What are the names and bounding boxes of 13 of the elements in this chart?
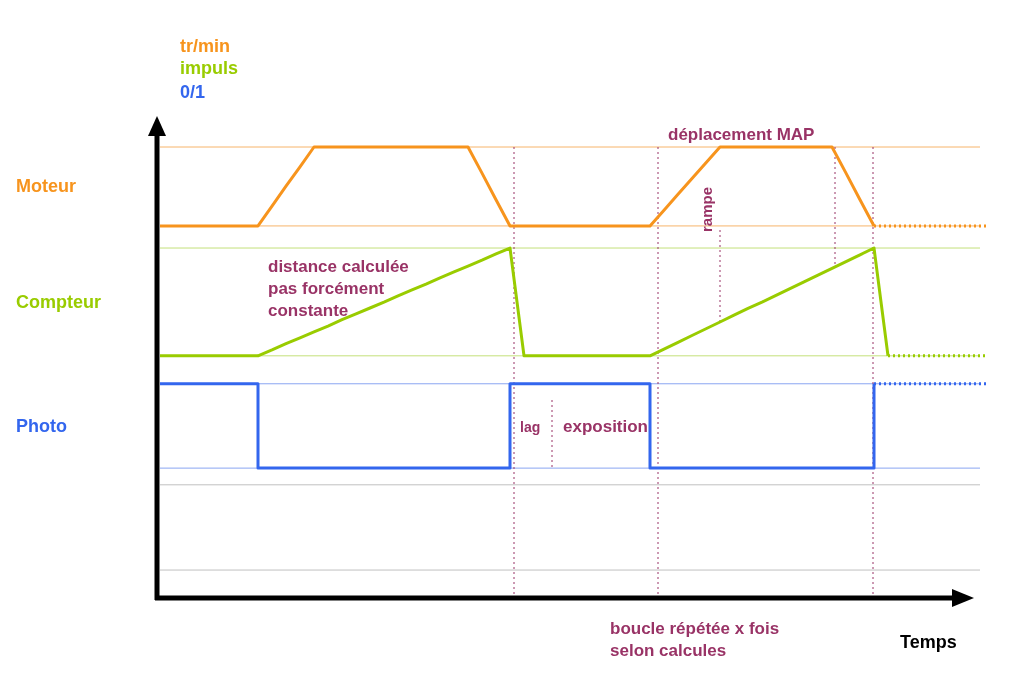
text: impuls <box>180 58 239 78</box>
text: Compteur <box>16 291 101 312</box>
text: Photo <box>16 415 67 436</box>
annotation: rampe <box>698 186 715 232</box>
x-axis-title: Temps <box>900 632 957 652</box>
annotation: lag <box>520 419 541 435</box>
text: 0/1 <box>180 82 206 102</box>
annotation: distance calculée pas forcément constante <box>268 257 409 320</box>
text: tr/min <box>180 36 231 56</box>
annotation: exposition <box>563 417 649 436</box>
text: déplacement MAP <box>668 125 815 144</box>
text: Moteur <box>16 176 76 197</box>
text: boucle répétée x fois selon calcules <box>610 619 780 660</box>
